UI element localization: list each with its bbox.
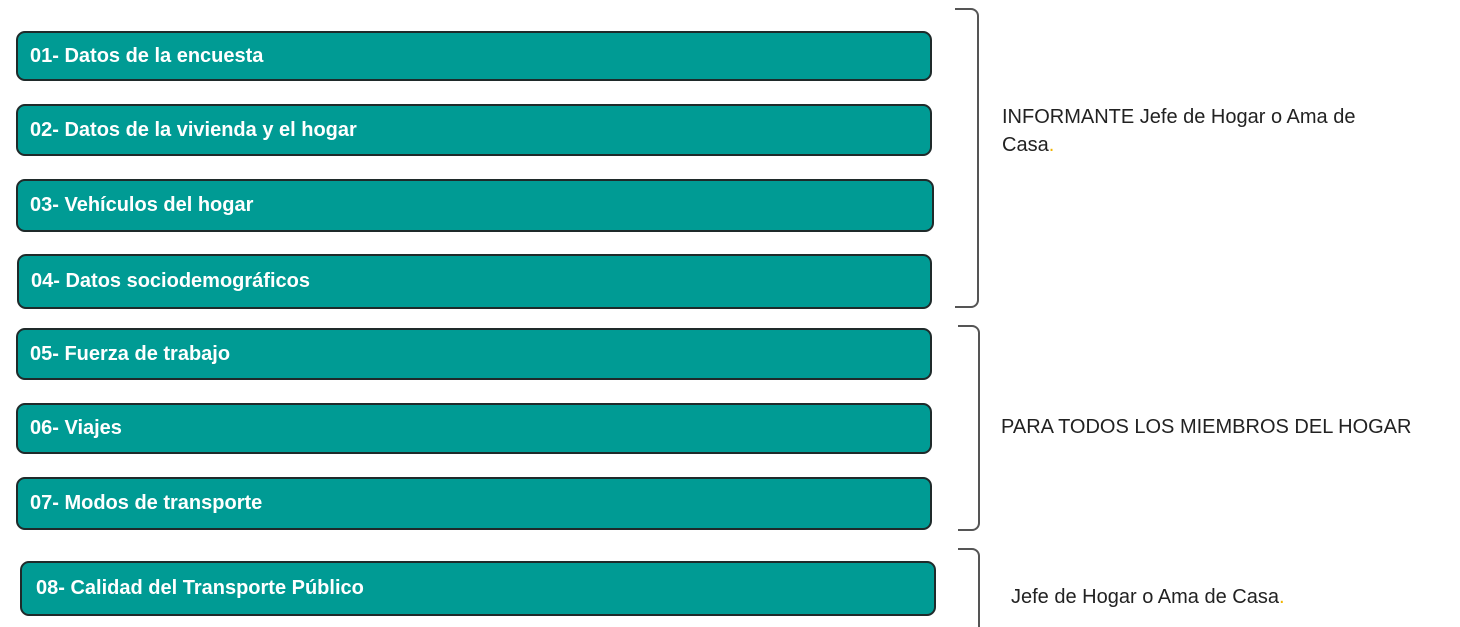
group-label-jefe: Jefe de Hogar o Ama de Casa. <box>1011 583 1431 611</box>
section-box-04: 04- Datos sociodemográficos <box>17 254 932 309</box>
group-label-jefe-text: Jefe de Hogar o Ama de Casa <box>1011 586 1279 608</box>
group-label-informante: INFORMANTE Jefe de Hogar o Ama de Casa. <box>1002 103 1402 159</box>
section-box-01: 01- Datos de la encuesta <box>16 31 932 81</box>
bracket-group-jefe <box>958 548 980 627</box>
section-box-08: 08- Calidad del Transporte Público <box>20 561 936 616</box>
section-label-04: 04- Datos sociodemográficos <box>31 270 310 292</box>
section-label-01: 01- Datos de la encuesta <box>30 44 264 67</box>
group-label-jefe-period: . <box>1278 586 1285 608</box>
section-box-06: 06- Viajes <box>16 403 932 454</box>
section-label-03: 03- Vehículos del hogar <box>30 194 254 216</box>
section-box-03: 03- Vehículos del hogar <box>16 179 934 232</box>
group-label-informante-period: . <box>1048 134 1055 156</box>
section-label-06: 06- Viajes <box>30 417 122 439</box>
section-label-07: 07- Modos de transporte <box>30 492 263 514</box>
section-box-02: 02- Datos de la vivienda y el hogar <box>16 104 932 156</box>
group-label-todos-text: PARA TODOS LOS MIEMBROS DEL HOGAR <box>1001 416 1412 438</box>
group-label-informante-text: INFORMANTE Jefe de Hogar o Ama de Casa <box>1002 106 1356 156</box>
section-label-08: 08- Calidad del Transporte Público <box>36 577 364 599</box>
bracket-group-todos <box>958 325 980 531</box>
section-box-05: 05- Fuerza de trabajo <box>16 328 932 380</box>
section-label-05: 05- Fuerza de trabajo <box>30 342 231 365</box>
bracket-group-informante <box>955 8 979 308</box>
group-label-todos: PARA TODOS LOS MIEMBROS DEL HOGAR <box>1001 413 1456 441</box>
section-box-07: 07- Modos de transporte <box>16 477 932 530</box>
section-label-02: 02- Datos de la vivienda y el hogar <box>30 118 357 141</box>
